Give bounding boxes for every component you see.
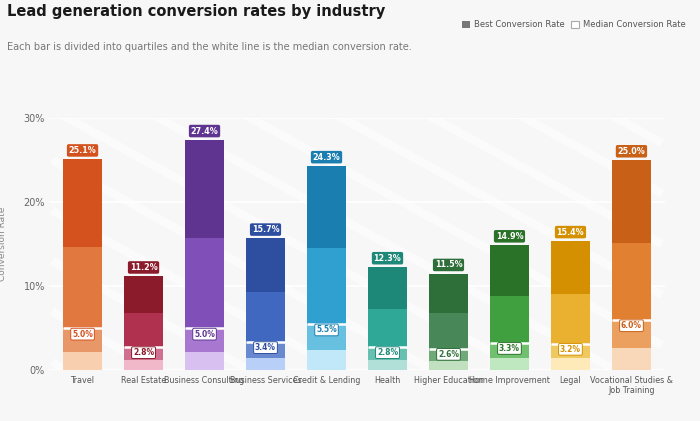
Text: 12.3%: 12.3% — [374, 254, 401, 263]
Bar — [428, 313, 468, 349]
Bar — [307, 248, 346, 324]
Bar — [368, 267, 407, 309]
Text: 5.0%: 5.0% — [194, 330, 215, 338]
Text: Each bar is divided into quartiles and the white line is the median conversion r: Each bar is divided into quartiles and t… — [7, 42, 412, 52]
Bar — [185, 238, 224, 328]
Bar — [490, 296, 529, 343]
Bar — [612, 348, 651, 370]
Bar — [551, 358, 590, 370]
Text: 11.5%: 11.5% — [435, 261, 462, 269]
Text: 2.6%: 2.6% — [438, 350, 459, 359]
Text: 15.7%: 15.7% — [252, 225, 279, 234]
Bar — [612, 320, 651, 348]
Bar — [246, 357, 286, 370]
Bar — [368, 360, 407, 370]
Text: 3.2%: 3.2% — [560, 345, 581, 354]
Bar — [490, 343, 529, 358]
Bar — [368, 309, 407, 347]
Bar — [63, 328, 102, 352]
Bar — [307, 324, 346, 349]
Bar — [490, 358, 529, 370]
Bar — [551, 344, 590, 358]
Text: Lead generation conversion rates by industry: Lead generation conversion rates by indu… — [7, 4, 385, 19]
Bar — [124, 276, 163, 313]
Text: 25.0%: 25.0% — [617, 147, 645, 156]
Bar — [63, 159, 102, 247]
Bar — [490, 245, 529, 296]
Text: 24.3%: 24.3% — [313, 153, 340, 162]
Text: 15.4%: 15.4% — [556, 228, 584, 237]
Bar — [612, 243, 651, 320]
Bar — [551, 294, 590, 344]
Bar — [63, 352, 102, 370]
Bar — [63, 247, 102, 328]
Text: 14.9%: 14.9% — [496, 232, 524, 241]
Text: 2.8%: 2.8% — [133, 348, 154, 357]
Bar — [246, 292, 286, 342]
Bar — [246, 342, 286, 357]
Bar — [428, 349, 468, 361]
Text: Conversion Rate: Conversion Rate — [0, 207, 7, 281]
Bar — [185, 140, 224, 238]
Bar — [307, 166, 346, 248]
Text: 11.2%: 11.2% — [130, 263, 158, 272]
Bar — [307, 349, 346, 370]
Text: 5.5%: 5.5% — [316, 325, 337, 334]
Bar — [185, 352, 224, 370]
Bar — [124, 347, 163, 360]
Bar — [428, 274, 468, 313]
Text: 6.0%: 6.0% — [621, 321, 642, 330]
Bar — [246, 238, 286, 292]
Bar — [612, 160, 651, 243]
Text: 3.3%: 3.3% — [499, 344, 520, 353]
Bar — [124, 360, 163, 370]
Bar — [551, 241, 590, 294]
Text: 27.4%: 27.4% — [190, 127, 218, 136]
Bar — [124, 313, 163, 347]
Bar — [368, 347, 407, 360]
Text: 2.8%: 2.8% — [377, 348, 398, 357]
Bar — [185, 328, 224, 352]
Bar — [428, 361, 468, 370]
Legend: Best Conversion Rate, Median Conversion Rate: Best Conversion Rate, Median Conversion … — [458, 17, 689, 32]
Text: 5.0%: 5.0% — [72, 330, 93, 338]
Text: 3.4%: 3.4% — [255, 343, 276, 352]
Text: 25.1%: 25.1% — [69, 146, 97, 155]
